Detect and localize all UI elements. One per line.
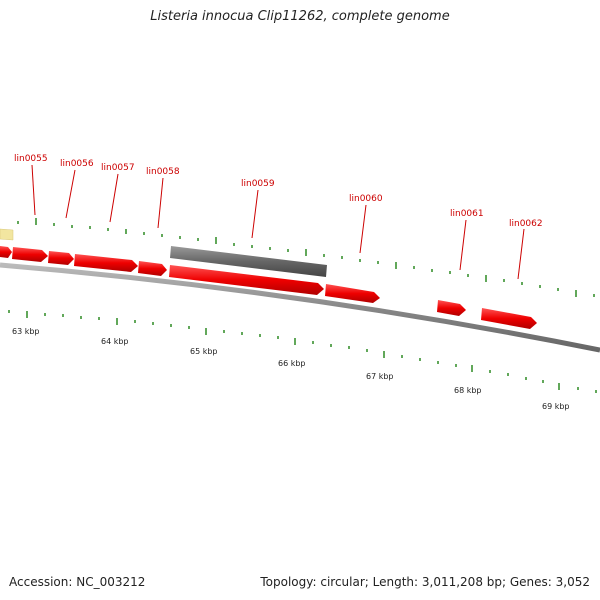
leader-lin0062 — [517, 228, 525, 280]
kbp-label-65: 65 kbp — [190, 347, 218, 356]
gene-label-lin0061[interactable]: lin0061 — [450, 209, 484, 219]
kbp-label-69: 69 kbp — [542, 402, 570, 411]
kbp-labels: 63 kbp 64 kbp 65 kbp 66 kbp 67 kbp 68 kb… — [12, 327, 570, 411]
kbp-label-64: 64 kbp — [101, 337, 129, 346]
gene-label-leaders — [31, 164, 525, 280]
leader-lin0058 — [157, 177, 164, 229]
gene-lin0059-highlight[interactable] — [170, 246, 327, 277]
leader-lin0056 — [65, 169, 76, 219]
gene-arrow-lin0057[interactable] — [74, 254, 138, 272]
gene-arrow-lin0062[interactable] — [481, 308, 537, 329]
gene-label-lin0062[interactable]: lin0062 — [509, 219, 543, 229]
gene-arrow-lin0060[interactable] — [325, 284, 380, 303]
genome-summary-text: Topology: circular; Length: 3,011,208 bp… — [260, 575, 590, 589]
gene-label-lin0057[interactable]: lin0057 — [101, 163, 135, 173]
upper-tick-track — [17, 218, 595, 297]
gene-arrow-lin0061[interactable] — [437, 300, 466, 316]
map-title: Listeria innocua Clip11262, complete gen… — [150, 9, 450, 24]
gene-arrow-lin0055[interactable] — [12, 247, 48, 262]
kbp-label-67: 67 kbp — [366, 372, 394, 381]
gene-labels: lin0055 lin0056 lin0057 lin0058 lin0059 … — [14, 154, 543, 229]
gene-arrow-1[interactable] — [0, 246, 12, 258]
gene-label-lin0055[interactable]: lin0055 — [14, 154, 48, 164]
gene-arrow-lin0056[interactable] — [48, 251, 74, 265]
genome-backbone — [0, 262, 600, 353]
gene-arrow-lin0059[interactable] — [169, 265, 324, 295]
leader-lin0061 — [459, 219, 467, 271]
gene-label-lin0059[interactable]: lin0059 — [241, 179, 275, 189]
partial-feature-left[interactable] — [0, 228, 14, 241]
gene-label-lin0060[interactable]: lin0060 — [349, 194, 383, 204]
gene-arrows — [0, 246, 537, 329]
leader-lin0059 — [251, 189, 259, 239]
gene-arrow-lin0058[interactable] — [138, 261, 167, 276]
leader-lin0057 — [109, 173, 119, 223]
kbp-label-66: 66 kbp — [278, 359, 306, 368]
leader-lin0055 — [31, 164, 36, 216]
leader-lin0060 — [359, 204, 367, 254]
kbp-label-63: 63 kbp — [12, 327, 40, 336]
gene-label-lin0058[interactable]: lin0058 — [146, 167, 180, 177]
accession-text: Accession: NC_003212 — [9, 575, 146, 589]
lower-tick-track — [8, 310, 597, 393]
gene-label-lin0056[interactable]: lin0056 — [60, 159, 94, 169]
kbp-label-68: 68 kbp — [454, 386, 482, 395]
